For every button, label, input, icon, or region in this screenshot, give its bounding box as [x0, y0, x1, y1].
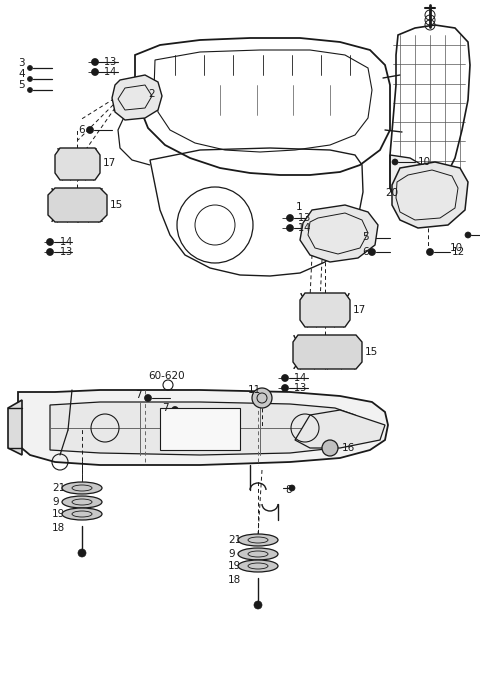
Polygon shape — [8, 400, 22, 455]
Text: 12: 12 — [452, 247, 465, 257]
Ellipse shape — [62, 496, 102, 508]
Circle shape — [144, 394, 152, 401]
Text: —  14: — 14 — [278, 373, 306, 383]
Text: 10: 10 — [418, 157, 431, 167]
Polygon shape — [50, 402, 358, 455]
Circle shape — [287, 214, 293, 222]
Text: 21: 21 — [52, 483, 65, 493]
Text: 6: 6 — [362, 247, 369, 257]
Text: 60-620: 60-620 — [148, 371, 185, 381]
Text: 19: 19 — [228, 561, 241, 571]
Circle shape — [47, 248, 53, 256]
Polygon shape — [300, 293, 350, 327]
Polygon shape — [295, 410, 385, 448]
Text: 9: 9 — [52, 497, 59, 507]
Text: 18: 18 — [52, 523, 65, 533]
Polygon shape — [293, 335, 362, 369]
Text: 1: 1 — [296, 202, 302, 212]
Ellipse shape — [238, 548, 278, 560]
Polygon shape — [55, 148, 100, 180]
Circle shape — [392, 159, 398, 165]
Ellipse shape — [238, 560, 278, 572]
Ellipse shape — [238, 534, 278, 546]
Text: —  13: — 13 — [278, 383, 306, 393]
Circle shape — [27, 65, 33, 71]
Ellipse shape — [62, 482, 102, 494]
Circle shape — [369, 248, 375, 256]
Text: 20: 20 — [385, 188, 398, 198]
Polygon shape — [160, 408, 240, 450]
Circle shape — [427, 248, 433, 256]
Text: 5: 5 — [362, 232, 369, 242]
Polygon shape — [48, 188, 107, 222]
Text: 7: 7 — [162, 403, 168, 413]
Text: 7: 7 — [135, 390, 142, 400]
Circle shape — [287, 224, 293, 231]
Text: 8: 8 — [285, 485, 292, 495]
Circle shape — [92, 58, 98, 65]
Text: 17: 17 — [103, 158, 116, 168]
Polygon shape — [112, 75, 162, 120]
Circle shape — [281, 375, 288, 381]
Circle shape — [27, 88, 33, 92]
Circle shape — [92, 69, 98, 75]
Text: 17: 17 — [353, 305, 366, 315]
Circle shape — [252, 388, 272, 408]
Text: 15: 15 — [110, 200, 123, 210]
Circle shape — [465, 232, 471, 238]
Text: —  13: — 13 — [282, 213, 310, 223]
Polygon shape — [392, 162, 468, 228]
Text: 10: 10 — [450, 243, 463, 253]
Text: —  13: — 13 — [88, 57, 116, 67]
Text: 19: 19 — [52, 509, 65, 519]
Text: —  13: — 13 — [44, 247, 72, 257]
Text: 3: 3 — [18, 58, 24, 68]
Text: 16: 16 — [342, 443, 355, 453]
Text: —  14: — 14 — [282, 223, 310, 233]
Circle shape — [171, 407, 179, 413]
Polygon shape — [18, 390, 388, 465]
Circle shape — [78, 549, 86, 557]
Text: 18: 18 — [228, 575, 241, 585]
Circle shape — [27, 77, 33, 82]
Text: 11: 11 — [248, 385, 261, 395]
Circle shape — [370, 235, 374, 241]
Text: 21: 21 — [228, 535, 241, 545]
Circle shape — [86, 126, 94, 133]
Text: 6: 6 — [78, 125, 84, 135]
Text: 15: 15 — [365, 347, 378, 357]
Text: —  14: — 14 — [44, 237, 72, 247]
Circle shape — [322, 440, 338, 456]
Polygon shape — [390, 155, 430, 208]
Text: 2: 2 — [148, 89, 155, 99]
Circle shape — [47, 239, 53, 245]
Circle shape — [281, 384, 288, 392]
Polygon shape — [300, 205, 378, 262]
Text: 9: 9 — [228, 549, 235, 559]
Circle shape — [254, 601, 262, 609]
Ellipse shape — [62, 508, 102, 520]
Text: 4: 4 — [18, 69, 24, 79]
Circle shape — [289, 485, 295, 491]
Text: 5: 5 — [18, 80, 24, 90]
Text: —  14: — 14 — [88, 67, 116, 77]
